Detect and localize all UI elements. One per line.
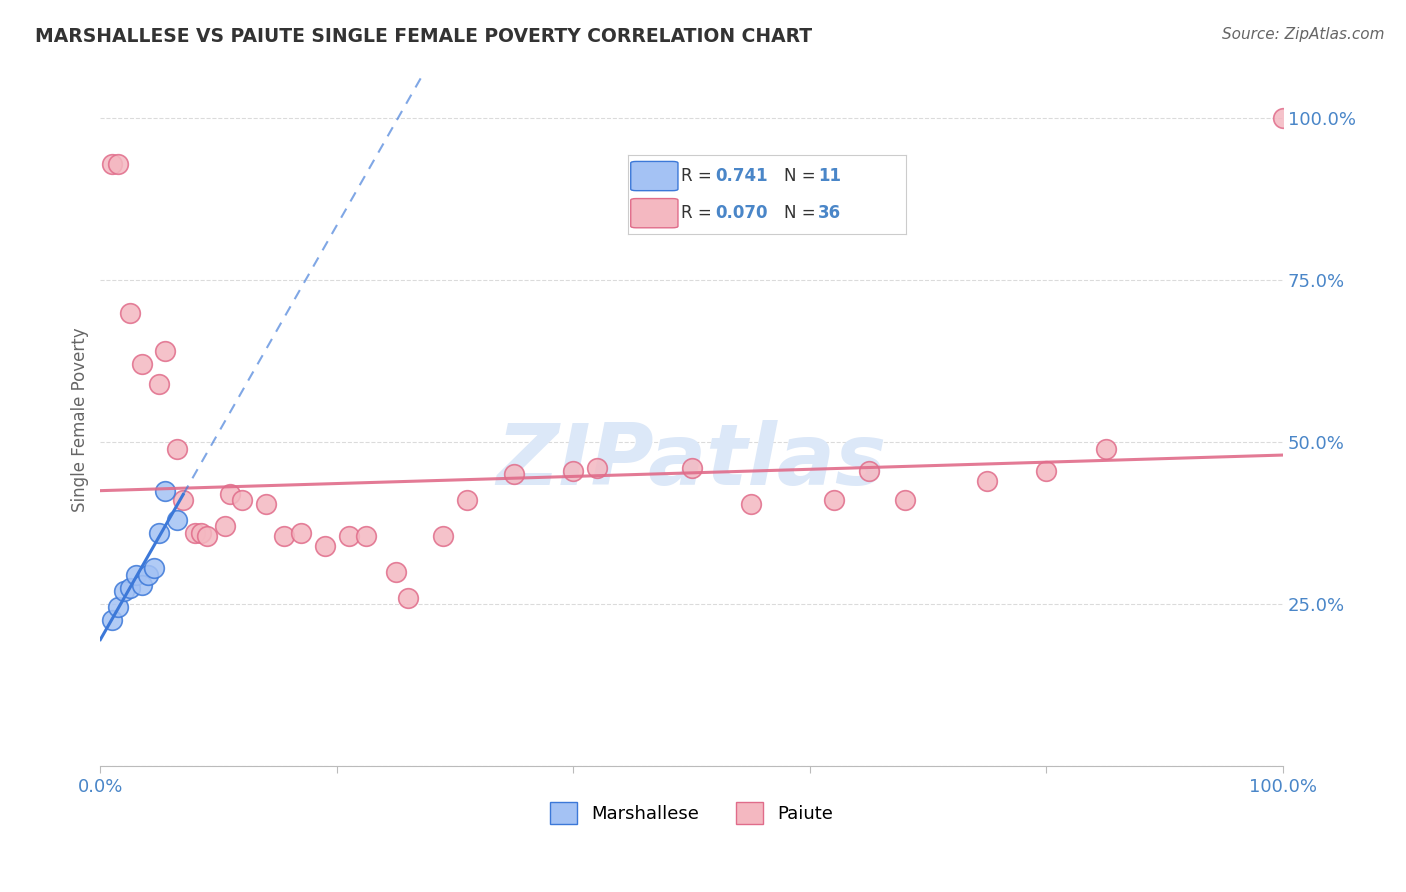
Point [107,600,129,615]
Point [562,464,585,478]
Point [112,584,135,599]
Point [184,525,207,540]
Point [586,461,609,475]
Text: 0.070: 0.070 [716,204,768,222]
Point [396,591,419,605]
Point [148,376,170,391]
Point [125,567,148,582]
Point [131,577,153,591]
Point [214,519,236,533]
Point [337,529,360,543]
Legend: Marshallese, Paiute: Marshallese, Paiute [541,793,842,833]
Point [101,156,124,170]
Point [231,493,253,508]
Text: R =: R = [681,167,717,185]
Point [190,525,212,540]
Text: ZIPatlas: ZIPatlas [496,419,887,502]
Point [148,525,170,540]
Point [131,358,153,372]
Text: 11: 11 [818,167,841,185]
Point [432,529,454,543]
Point [166,442,188,456]
Point [136,567,159,582]
Point [1272,112,1295,126]
Point [219,487,242,501]
Text: Source: ZipAtlas.com: Source: ZipAtlas.com [1222,27,1385,42]
Text: 36: 36 [818,204,841,222]
Point [107,156,129,170]
Point [858,464,880,478]
Point [1094,442,1116,456]
Point [823,493,845,508]
Point [118,305,141,319]
Point [155,344,177,359]
Point [118,581,141,595]
Point [1035,464,1057,478]
Text: MARSHALLESE VS PAIUTE SINGLE FEMALE POVERTY CORRELATION CHART: MARSHALLESE VS PAIUTE SINGLE FEMALE POVE… [35,27,813,45]
Text: N =: N = [783,167,821,185]
Point [166,513,188,527]
Point [195,529,218,543]
Point [385,565,408,579]
Text: R =: R = [681,204,717,222]
Point [314,539,336,553]
Point [172,493,194,508]
Point [290,525,312,540]
Point [503,467,526,482]
FancyBboxPatch shape [631,161,678,191]
Point [456,493,478,508]
Point [273,529,295,543]
Text: N =: N = [783,204,821,222]
Point [254,497,277,511]
Point [155,483,177,498]
Point [740,497,762,511]
Point [681,461,703,475]
Text: 0.741: 0.741 [716,167,768,185]
Point [142,561,165,575]
Point [101,613,124,627]
Y-axis label: Single Female Poverty: Single Female Poverty [72,327,89,512]
FancyBboxPatch shape [631,199,678,227]
Point [976,474,998,488]
Point [893,493,915,508]
Point [356,529,378,543]
